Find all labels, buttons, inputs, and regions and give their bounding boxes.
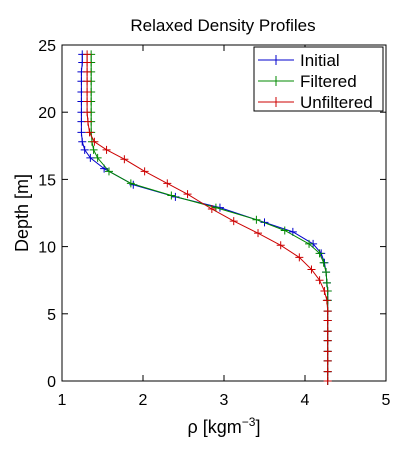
legend-label-unfiltered: Unfiltered — [300, 93, 373, 112]
data-point-unfiltered — [83, 117, 92, 126]
legend-label-filtered: Filtered — [300, 72, 357, 91]
data-point-unfiltered — [85, 128, 94, 137]
data-point-initial — [80, 145, 89, 154]
y-tick-label: 0 — [47, 374, 56, 391]
data-point-unfiltered — [120, 155, 129, 164]
legend-marker-unfiltered — [272, 97, 280, 107]
data-point-filtered — [305, 239, 314, 248]
data-point-unfiltered — [163, 179, 172, 188]
x-axis-label-main: ρ [kgm — [188, 417, 242, 437]
data-point-unfiltered — [323, 356, 332, 365]
data-point-filtered — [280, 226, 289, 235]
legend-items: Initial Filtered Unfiltered — [258, 51, 373, 112]
data-point-unfiltered — [207, 204, 216, 213]
legend: Initial Filtered Unfiltered — [253, 46, 384, 112]
legend-label-initial: Initial — [300, 51, 340, 70]
data-point-unfiltered — [90, 137, 99, 146]
data-point-unfiltered — [229, 217, 238, 226]
data-point-unfiltered — [83, 67, 92, 76]
x-tick-label: 4 — [301, 392, 310, 409]
data-point-unfiltered — [307, 265, 316, 274]
data-point-unfiltered — [183, 190, 192, 199]
data-point-filtered — [315, 249, 324, 258]
data-point-unfiltered — [315, 276, 324, 285]
data-point-filtered — [211, 203, 220, 212]
data-point-unfiltered — [83, 88, 92, 97]
data-point-filtered — [89, 145, 98, 154]
data-point-unfiltered — [83, 58, 92, 67]
y-tick-label: 5 — [47, 307, 56, 324]
series-unfiltered — [83, 50, 332, 385]
x-tick-label: 3 — [220, 392, 229, 409]
x-axis-label-close: ] — [255, 417, 260, 437]
data-point-initial — [86, 153, 95, 162]
data-point-unfiltered — [323, 377, 332, 385]
data-point-filtered — [322, 268, 331, 277]
data-point-filtered — [167, 191, 176, 200]
y-tick-label: 20 — [38, 105, 56, 122]
data-point-unfiltered — [102, 145, 111, 154]
data-point-unfiltered — [323, 316, 332, 325]
x-tick-label: 1 — [58, 392, 67, 409]
data-point-unfiltered — [320, 286, 329, 295]
x-axis-label-superscript: −3 — [242, 415, 256, 429]
x-tick-label: 2 — [139, 392, 148, 409]
data-point-filtered — [322, 278, 331, 287]
data-point-unfiltered — [323, 367, 332, 376]
data-point-unfiltered — [254, 229, 263, 238]
data-point-unfiltered — [276, 241, 285, 250]
data-point-unfiltered — [323, 327, 332, 336]
data-point-initial — [77, 128, 86, 137]
x-axis-label: ρ [kgm−3] — [188, 415, 261, 437]
data-point-filtered — [319, 258, 328, 267]
data-point-unfiltered — [323, 307, 332, 316]
data-point-unfiltered — [83, 77, 92, 86]
data-point-unfiltered — [83, 108, 92, 117]
data-point-filtered — [93, 153, 102, 162]
y-tick-label: 25 — [38, 38, 56, 55]
data-point-unfiltered — [323, 336, 332, 345]
axis-ticks: 1 2 3 4 5 0 5 10 15 20 25 — [38, 38, 390, 409]
data-point-filtered — [104, 167, 113, 176]
legend-marker-filtered — [272, 76, 280, 86]
data-point-unfiltered — [83, 97, 92, 106]
data-point-filtered — [126, 179, 135, 188]
series-layer — [77, 50, 332, 385]
data-point-unfiltered — [83, 50, 92, 59]
data-point-unfiltered — [323, 347, 332, 356]
y-tick-label: 15 — [38, 172, 56, 189]
data-point-unfiltered — [295, 253, 304, 262]
y-axis-label: Depth [m] — [12, 174, 32, 252]
data-point-filtered — [252, 215, 261, 224]
y-tick-label: 10 — [38, 240, 56, 257]
chart-title: Relaxed Density Profiles — [130, 16, 315, 35]
data-point-unfiltered — [140, 167, 149, 176]
legend-marker-initial — [272, 55, 280, 65]
x-tick-label: 5 — [382, 392, 391, 409]
data-point-initial — [78, 137, 87, 146]
data-point-unfiltered — [322, 296, 331, 305]
